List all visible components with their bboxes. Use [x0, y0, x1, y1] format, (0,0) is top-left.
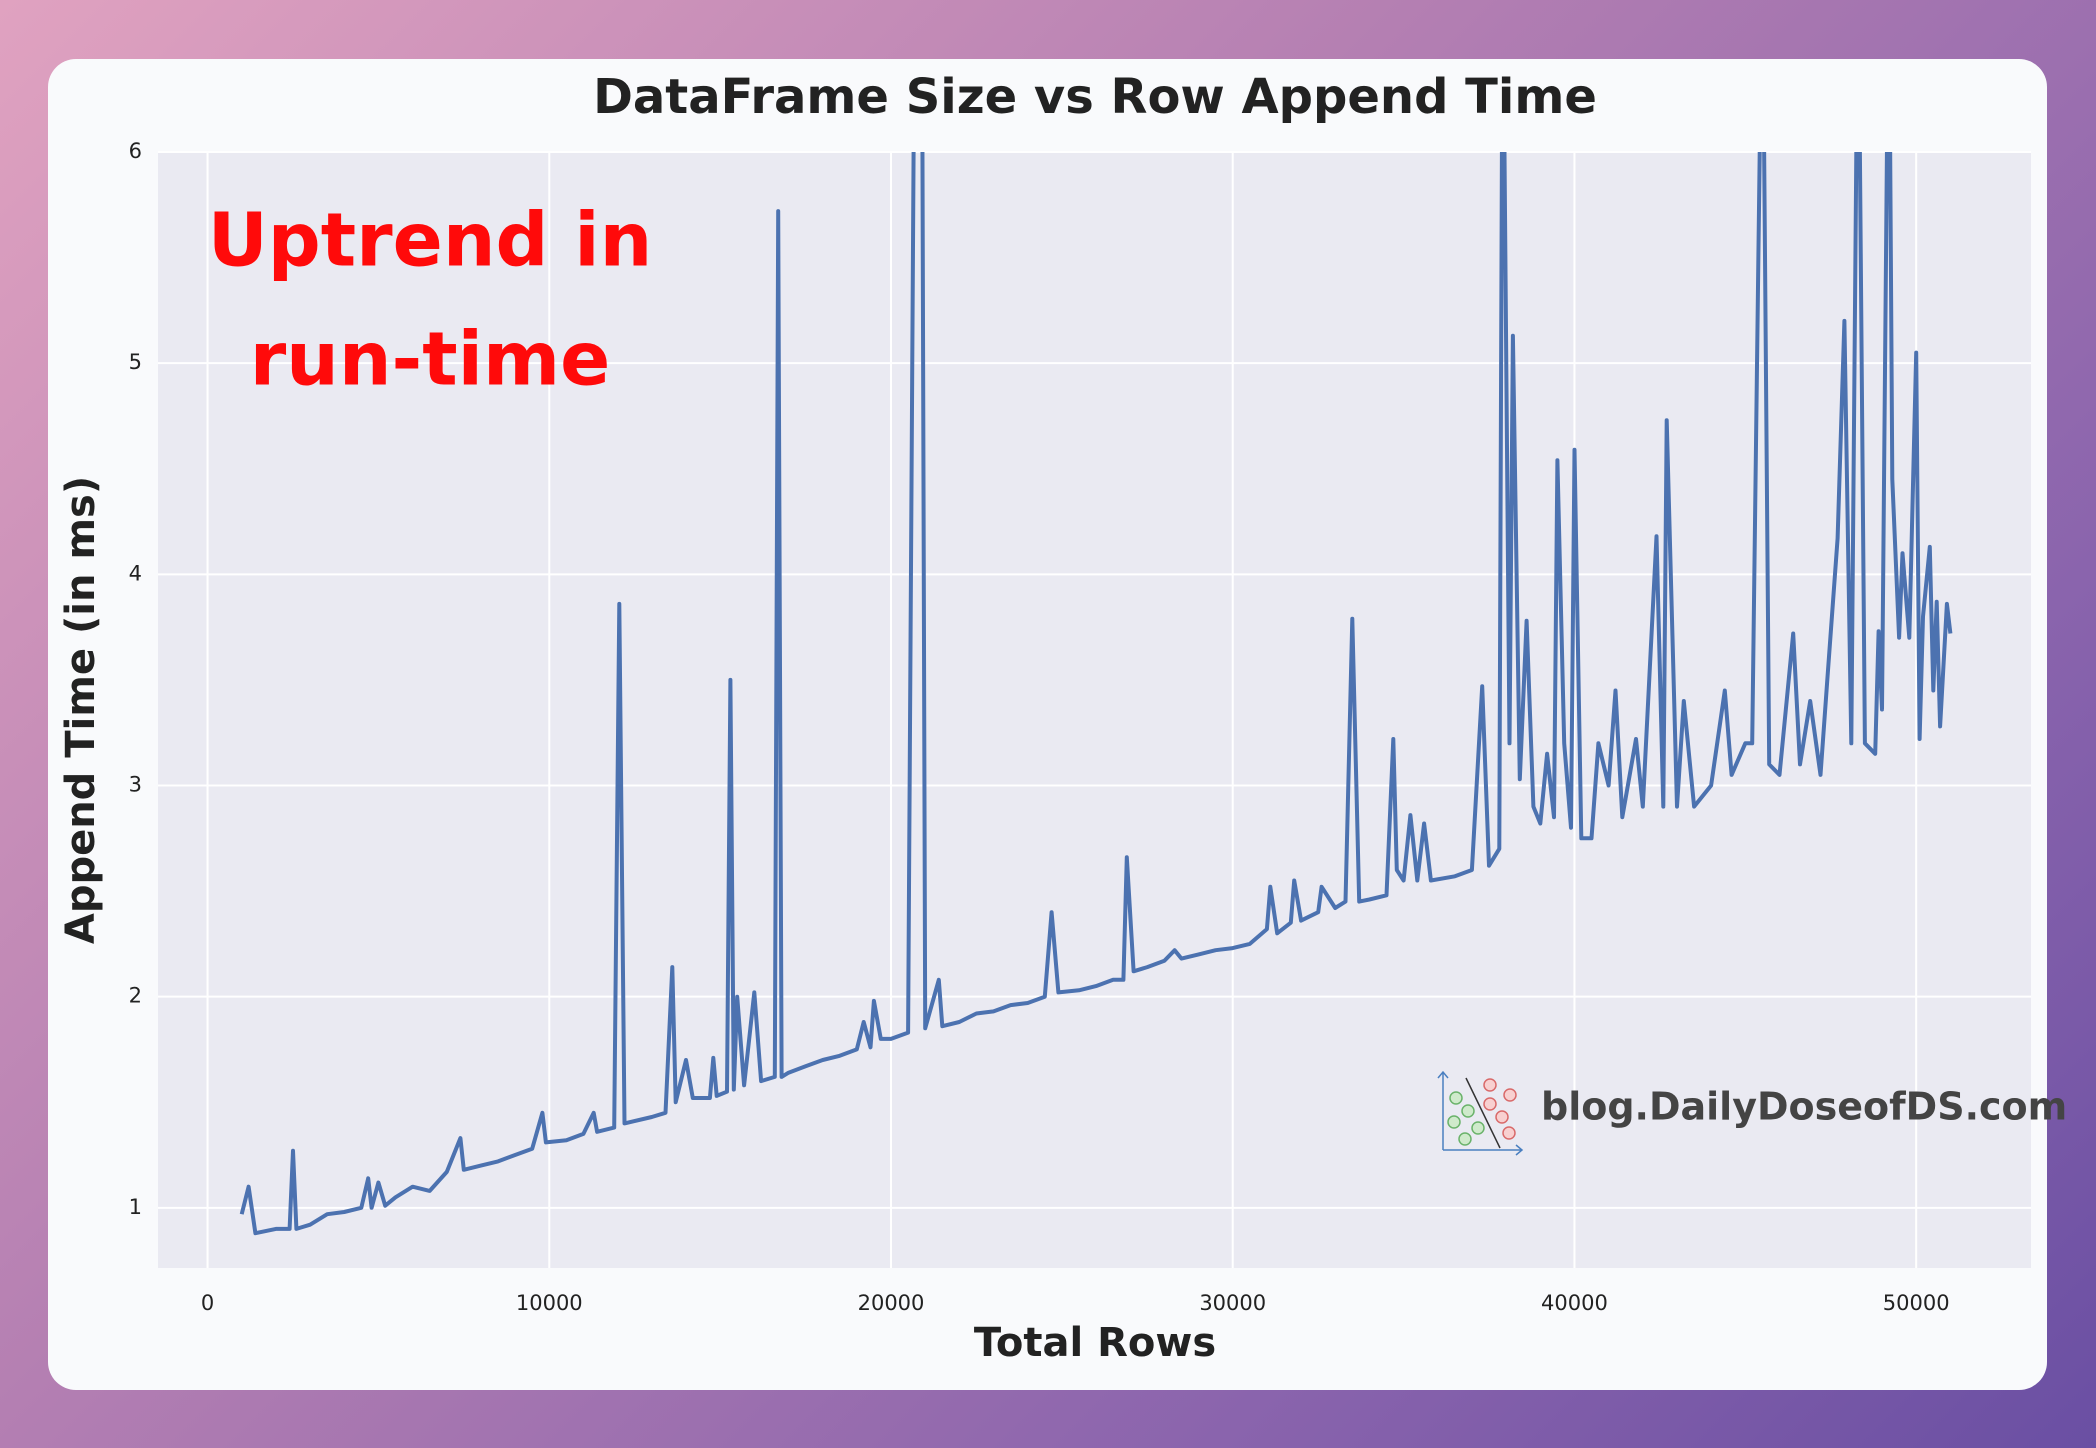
annotation: Uptrend in: [208, 198, 653, 284]
x-tick-label: 0: [201, 1291, 214, 1315]
watermark: blog.DailyDoseofDS.com: [1541, 1085, 2067, 1129]
y-tick-label: 2: [129, 984, 142, 1008]
y-axis-label: Append Time (in ms): [58, 476, 104, 944]
x-tick-label: 40000: [1541, 1291, 1608, 1315]
y-tick-label: 3: [129, 772, 142, 796]
watermark-icon: [1437, 1070, 1524, 1156]
grid: [158, 151, 2031, 1268]
marks: [239, 152, 1953, 1236]
chart-title: DataFrame Size vs Row Append Time: [593, 69, 1597, 125]
x-tick-label: 30000: [1199, 1291, 1266, 1315]
line: [239, 152, 1953, 1236]
y-tick-label: 4: [129, 561, 142, 585]
x-tick-label: 50000: [1883, 1291, 1950, 1315]
x-tick-label: 10000: [516, 1291, 583, 1315]
y-tick-label: 5: [129, 350, 142, 374]
annotation: run-time: [250, 317, 611, 403]
x-axis-label: Total Rows: [974, 1320, 1216, 1366]
x-tick-label: 20000: [858, 1291, 925, 1315]
plot-area: [158, 152, 2031, 1268]
y-tick-label: 1: [129, 1195, 142, 1219]
y-tick-label: 6: [129, 139, 142, 163]
